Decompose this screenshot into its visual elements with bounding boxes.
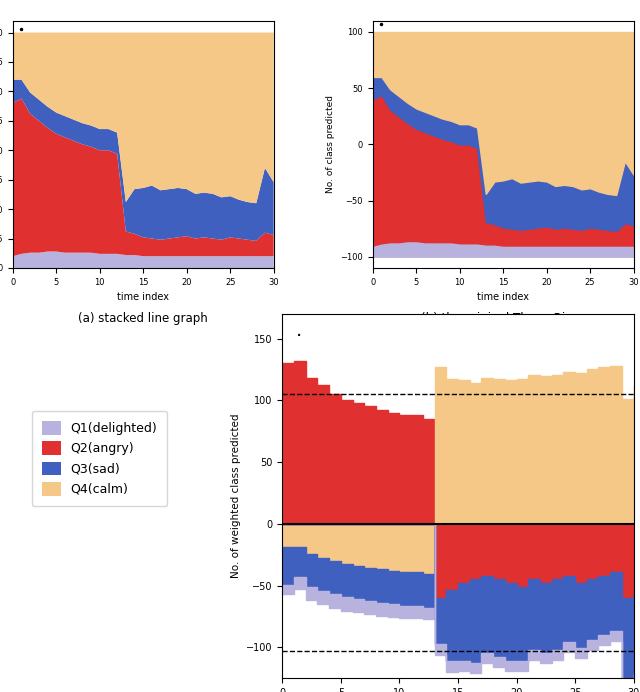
- X-axis label: time index: time index: [117, 292, 169, 302]
- Y-axis label: No. of weighted class predicted: No. of weighted class predicted: [230, 414, 241, 579]
- Y-axis label: No. of class predicted: No. of class predicted: [326, 95, 335, 193]
- X-axis label: time index: time index: [477, 292, 529, 302]
- Text: ·: ·: [296, 327, 303, 345]
- Text: (b) the original ThemeRiver: (b) the original ThemeRiver: [421, 312, 585, 325]
- Text: (a) stacked line graph: (a) stacked line graph: [78, 312, 208, 325]
- Legend: Q1(delighted), Q2(angry), Q3(sad), Q4(calm): Q1(delighted), Q2(angry), Q3(sad), Q4(ca…: [32, 411, 167, 506]
